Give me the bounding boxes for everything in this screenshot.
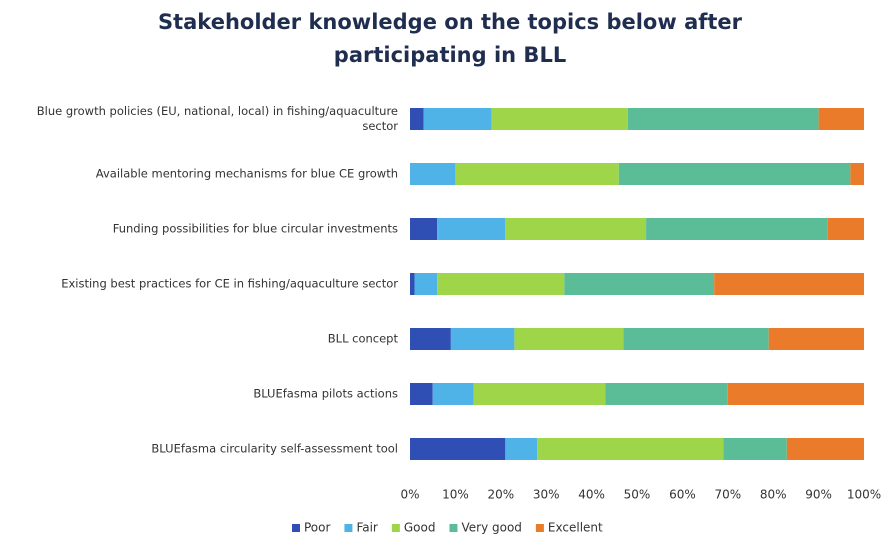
bar-segment — [437, 273, 565, 295]
bar-segment — [432, 383, 474, 405]
x-tick-label: 70% — [714, 488, 741, 502]
bar-segment — [786, 438, 864, 460]
bar-segment — [410, 108, 424, 130]
y-tick-label: Funding possibilities for blue circular … — [112, 221, 398, 236]
bar-segment — [410, 218, 438, 240]
bar-segment — [727, 383, 864, 405]
x-tick-label: 50% — [624, 488, 651, 502]
bar-segment — [505, 438, 538, 460]
bar-segment — [410, 163, 456, 185]
bar-segment — [455, 163, 619, 185]
bar-segment — [827, 218, 864, 240]
chart-title: Stakeholder knowledge on the topics belo… — [157, 10, 743, 67]
bar-segment — [850, 163, 864, 185]
y-tick-label: Blue growth policies (EU, national, loca… — [36, 104, 398, 133]
bar-segment — [505, 218, 647, 240]
x-tick-label: 40% — [578, 488, 605, 502]
bar-segment — [605, 383, 728, 405]
bar-segment — [423, 108, 492, 130]
y-tick-label: BLUEfasma circularity self-assessment to… — [151, 441, 398, 456]
x-tick-label: 90% — [805, 488, 832, 502]
legend-swatch — [449, 524, 458, 532]
x-tick-label: 10% — [442, 488, 469, 502]
bar-segment — [473, 383, 606, 405]
bar-segment — [623, 328, 769, 350]
bar-segment — [450, 328, 515, 350]
bar-segment — [410, 383, 433, 405]
bar-segment — [768, 328, 864, 350]
y-tick-label: Existing best practices for CE in fishin… — [61, 276, 398, 291]
bar-segment — [627, 108, 819, 130]
bar-segment — [410, 328, 451, 350]
legend-label: Good — [404, 521, 436, 535]
bar-segment — [410, 273, 415, 295]
x-tick-label: 60% — [669, 488, 696, 502]
bar-segment — [564, 273, 715, 295]
x-tick-label: 30% — [533, 488, 560, 502]
bar-segment — [537, 438, 724, 460]
x-tick-label: 100% — [847, 488, 881, 502]
bar-segment — [414, 273, 438, 295]
y-tick-label: BLL concept — [327, 331, 398, 346]
bar-segment — [646, 218, 828, 240]
legend-swatch — [535, 524, 544, 532]
x-tick-label: 20% — [487, 488, 514, 502]
x-tick-label: 0% — [400, 488, 419, 502]
y-tick-label: BLUEfasma pilots actions — [253, 386, 398, 401]
bar-segment — [437, 218, 506, 240]
bar-segment — [410, 438, 506, 460]
bar-segment — [818, 108, 864, 130]
legend-swatch — [292, 524, 300, 532]
legend-label: Excellent — [548, 521, 603, 535]
legend-swatch — [344, 524, 353, 532]
bar-segment — [514, 328, 624, 350]
legend-label: Very good — [461, 521, 521, 535]
bar-segment — [723, 438, 787, 460]
bar-segment — [491, 108, 628, 130]
legend-swatch — [391, 524, 400, 532]
legend-label: Poor — [304, 521, 330, 535]
x-tick-label: 80% — [760, 488, 787, 502]
bar-segment — [714, 273, 864, 295]
y-tick-label: Available mentoring mechanisms for blue … — [95, 166, 398, 181]
bar-segment — [618, 163, 851, 185]
legend-label: Fair — [356, 521, 377, 535]
